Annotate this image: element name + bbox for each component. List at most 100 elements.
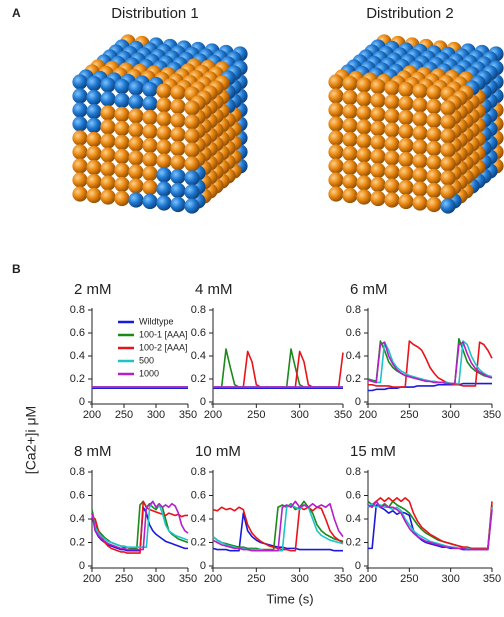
sphere: [170, 168, 186, 185]
sphere: [412, 83, 428, 99]
y-axis-label: [Ca2+]i μM: [23, 406, 39, 474]
sphere: [170, 140, 186, 157]
sphere: [156, 125, 172, 141]
series-line: [91, 500, 189, 548]
series-line: [212, 500, 344, 551]
y-tick-label: 0: [79, 396, 85, 408]
sphere: [142, 165, 158, 182]
y-tick-label: 0: [200, 396, 206, 408]
sphere: [114, 120, 130, 137]
sphere: [356, 133, 372, 149]
x-tick-label: 250: [247, 409, 265, 421]
sphere: [142, 179, 158, 196]
sphere: [370, 162, 386, 179]
sphere: [86, 131, 102, 148]
series-line: [212, 500, 344, 552]
x-tick-label: 200: [359, 573, 377, 585]
sphere: [156, 111, 172, 127]
y-tick-label: 0.4: [191, 350, 206, 362]
sphere: [184, 114, 200, 130]
sphere: [72, 102, 88, 118]
y-tick-label: 0.4: [191, 513, 206, 525]
sphere: [128, 178, 144, 194]
sphere: [184, 198, 200, 214]
x-tick-label: 250: [247, 573, 265, 585]
sphere: [342, 103, 358, 120]
sphere: [342, 159, 358, 176]
sphere: [384, 94, 400, 110]
series-line: [367, 341, 493, 385]
sphere: [86, 117, 102, 134]
sphere: [370, 148, 386, 165]
y-tick-label: 0.4: [70, 513, 85, 525]
sphere: [412, 139, 428, 155]
sphere: [412, 125, 428, 141]
sphere: [370, 92, 386, 109]
y-tick-label: 0.8: [70, 466, 85, 478]
x-tick-label: 350: [334, 573, 352, 585]
x-tick-label: 300: [290, 573, 308, 585]
sphere: [342, 117, 358, 134]
sphere: [384, 136, 400, 152]
y-tick-label: 0.6: [70, 489, 85, 501]
y-tick-label: 0.8: [70, 304, 85, 316]
sphere: [86, 75, 102, 92]
sphere: [342, 89, 358, 106]
sphere: [100, 189, 116, 205]
x-tick-label: 250: [400, 409, 418, 421]
sphere: [356, 105, 372, 121]
sphere: [72, 186, 88, 202]
sphere: [128, 192, 144, 208]
sphere: [384, 192, 400, 208]
x-tick-label: 300: [147, 573, 165, 585]
sphere: [100, 91, 116, 107]
sphere-cube: [328, 34, 504, 214]
sphere: [170, 98, 186, 115]
sphere: [86, 145, 102, 162]
sphere: [72, 74, 88, 90]
sphere: [328, 158, 344, 174]
series-line: [91, 500, 188, 554]
sphere: [356, 119, 372, 135]
sphere: [114, 176, 130, 193]
sphere: [72, 158, 88, 174]
sphere: [426, 154, 442, 171]
y-tick-label: 0.8: [191, 304, 206, 316]
sphere: [100, 119, 116, 135]
legend-label: Wildtype: [139, 316, 174, 326]
sphere: [328, 144, 344, 160]
x-tick-label: 350: [179, 409, 197, 421]
sphere: [398, 95, 414, 112]
sphere: [156, 181, 172, 197]
sphere: [328, 116, 344, 132]
sphere: [440, 170, 456, 186]
y-tick-label: 0.6: [191, 327, 206, 339]
sphere: [356, 77, 372, 93]
sphere: [100, 161, 116, 177]
y-tick-label: 0.8: [346, 304, 361, 316]
series-line: [368, 382, 492, 392]
sphere: [184, 170, 200, 186]
sphere: [398, 81, 414, 98]
sphere: [356, 91, 372, 107]
sphere: [184, 142, 200, 158]
sphere: [342, 131, 358, 148]
sphere: [370, 190, 386, 207]
sphere: [440, 100, 456, 116]
legend-label: 500: [139, 355, 154, 365]
sphere: [398, 123, 414, 140]
sphere: [342, 145, 358, 162]
series-line: [213, 348, 343, 388]
x-tick-label: 250: [115, 573, 133, 585]
sphere: [426, 182, 442, 199]
sphere: [100, 77, 116, 93]
legend-label: 1000: [139, 368, 159, 378]
sphere: [142, 109, 158, 126]
sphere: [114, 148, 130, 165]
legend-label: 100-2 [AAA]: [139, 342, 188, 352]
x-tick-label: 300: [147, 409, 165, 421]
sphere: [184, 100, 200, 116]
x-tick-label: 350: [179, 573, 197, 585]
sphere: [72, 172, 88, 188]
sphere: [426, 140, 442, 157]
